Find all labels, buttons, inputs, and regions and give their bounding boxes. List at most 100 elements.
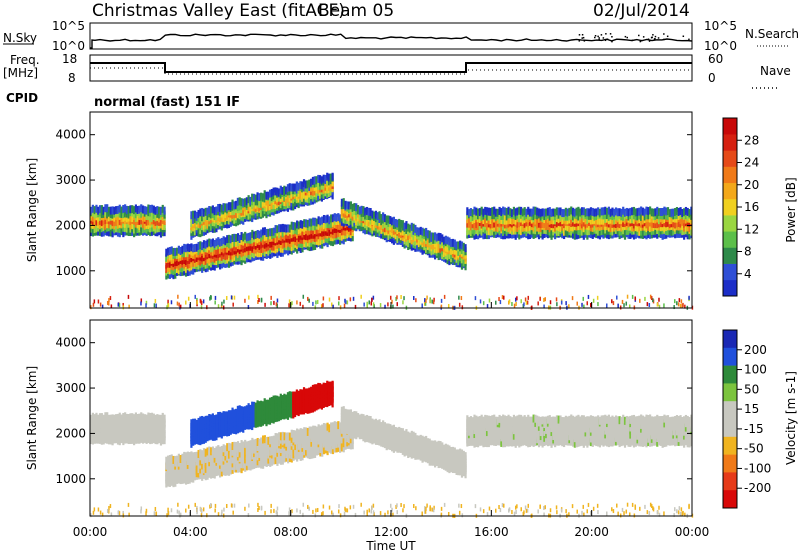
velocity-cell bbox=[242, 421, 245, 430]
power-cell bbox=[563, 220, 566, 229]
power-cell bbox=[270, 295, 272, 300]
power-cell bbox=[326, 177, 329, 186]
velocity-cell bbox=[161, 429, 164, 438]
velocity-cell bbox=[107, 436, 111, 445]
velocity-cell bbox=[240, 440, 243, 449]
power-cell bbox=[201, 207, 204, 216]
velocity-cell bbox=[95, 417, 98, 426]
velocity-cell bbox=[344, 408, 347, 417]
velocity-cell bbox=[174, 478, 177, 487]
power-cell bbox=[118, 209, 121, 218]
power-cell bbox=[99, 302, 102, 307]
power-cell bbox=[554, 216, 557, 225]
power-cell bbox=[299, 240, 302, 249]
power-cell bbox=[358, 206, 361, 215]
power-cell bbox=[511, 302, 513, 307]
velocity-cell bbox=[190, 427, 193, 436]
power-cell bbox=[620, 208, 623, 217]
velocity-cell bbox=[351, 426, 354, 435]
velocity-cell bbox=[251, 415, 254, 424]
velocity-cell bbox=[104, 416, 107, 425]
power-cell bbox=[656, 220, 659, 229]
velocity-cell bbox=[97, 435, 100, 444]
power-cell bbox=[575, 231, 578, 240]
power-cell bbox=[301, 220, 304, 229]
velocity-cell bbox=[249, 404, 252, 413]
velocity-cell bbox=[176, 455, 179, 464]
power-cell bbox=[159, 206, 163, 215]
power-cell bbox=[141, 213, 145, 222]
velocity-cell bbox=[106, 428, 109, 437]
power-cell bbox=[363, 302, 365, 307]
power-cell bbox=[421, 227, 424, 236]
velocity-cell bbox=[274, 409, 277, 418]
velocity-cell bbox=[276, 395, 279, 404]
velocity-cell bbox=[95, 412, 98, 421]
noise-left-tick-bottom: 10^0 bbox=[52, 39, 85, 53]
power-cell bbox=[475, 211, 478, 220]
power-cell bbox=[293, 183, 297, 192]
power-cell bbox=[414, 224, 417, 233]
noise-search-dot bbox=[657, 37, 660, 39]
power-cell bbox=[122, 229, 125, 238]
power-cell bbox=[356, 217, 360, 226]
velocity-cell bbox=[274, 443, 277, 452]
velocity-cell bbox=[261, 415, 265, 424]
velocity-cell bbox=[133, 433, 136, 442]
power-cell bbox=[292, 202, 295, 211]
power-cell bbox=[681, 227, 684, 236]
power-cell bbox=[335, 236, 338, 245]
power-cell bbox=[326, 219, 329, 228]
power-cell bbox=[92, 302, 95, 307]
velocity-cell bbox=[122, 418, 125, 427]
velocity-cell bbox=[240, 449, 243, 458]
velocity-cell bbox=[145, 425, 148, 434]
power-cell bbox=[455, 246, 458, 255]
velocity-cell bbox=[328, 435, 331, 444]
velocity-cell bbox=[122, 437, 125, 446]
velocity-cell bbox=[277, 396, 281, 405]
power-cell bbox=[441, 251, 444, 260]
velocity-cell bbox=[215, 446, 218, 455]
power-cell bbox=[315, 233, 318, 242]
power-cell bbox=[281, 202, 284, 211]
velocity-cell bbox=[181, 472, 184, 481]
power-cell bbox=[564, 227, 567, 236]
velocity-cell bbox=[327, 381, 331, 390]
power-cell bbox=[392, 226, 395, 235]
power-cell bbox=[113, 206, 116, 215]
power-cell bbox=[665, 219, 668, 228]
velocity-cell bbox=[195, 461, 198, 470]
power-cell bbox=[109, 296, 112, 301]
velocity-cell bbox=[249, 450, 252, 459]
power-cell bbox=[321, 240, 324, 249]
power-cell bbox=[666, 207, 670, 216]
velocity-cell bbox=[279, 456, 283, 465]
colorbar-tick-label: 16 bbox=[744, 200, 759, 214]
power-cell bbox=[220, 260, 223, 269]
colorbar-tick-label: 8 bbox=[744, 245, 752, 259]
velocity-cell bbox=[243, 411, 247, 420]
velocity-cell bbox=[136, 433, 139, 442]
velocity-cell bbox=[288, 439, 292, 448]
nave-tick-top: 60 bbox=[708, 52, 723, 66]
power-cell bbox=[602, 226, 605, 235]
velocity-cell bbox=[346, 409, 349, 418]
power-cell bbox=[322, 214, 326, 223]
power-cell bbox=[292, 226, 295, 235]
velocity-cell bbox=[286, 392, 290, 401]
power-cell bbox=[220, 204, 223, 213]
power-cell bbox=[371, 222, 374, 231]
power-cell bbox=[484, 230, 487, 239]
power-cell bbox=[247, 232, 250, 241]
velocity-cell bbox=[269, 436, 272, 445]
velocity-cell bbox=[245, 456, 249, 465]
power-cell bbox=[211, 205, 214, 214]
power-cell bbox=[398, 228, 401, 237]
velocity-cell bbox=[268, 404, 272, 413]
power-cell bbox=[210, 254, 213, 263]
velocity-cell bbox=[213, 462, 216, 471]
power-cell bbox=[302, 304, 304, 309]
power-cell bbox=[260, 249, 263, 258]
velocity-cell bbox=[106, 418, 109, 427]
